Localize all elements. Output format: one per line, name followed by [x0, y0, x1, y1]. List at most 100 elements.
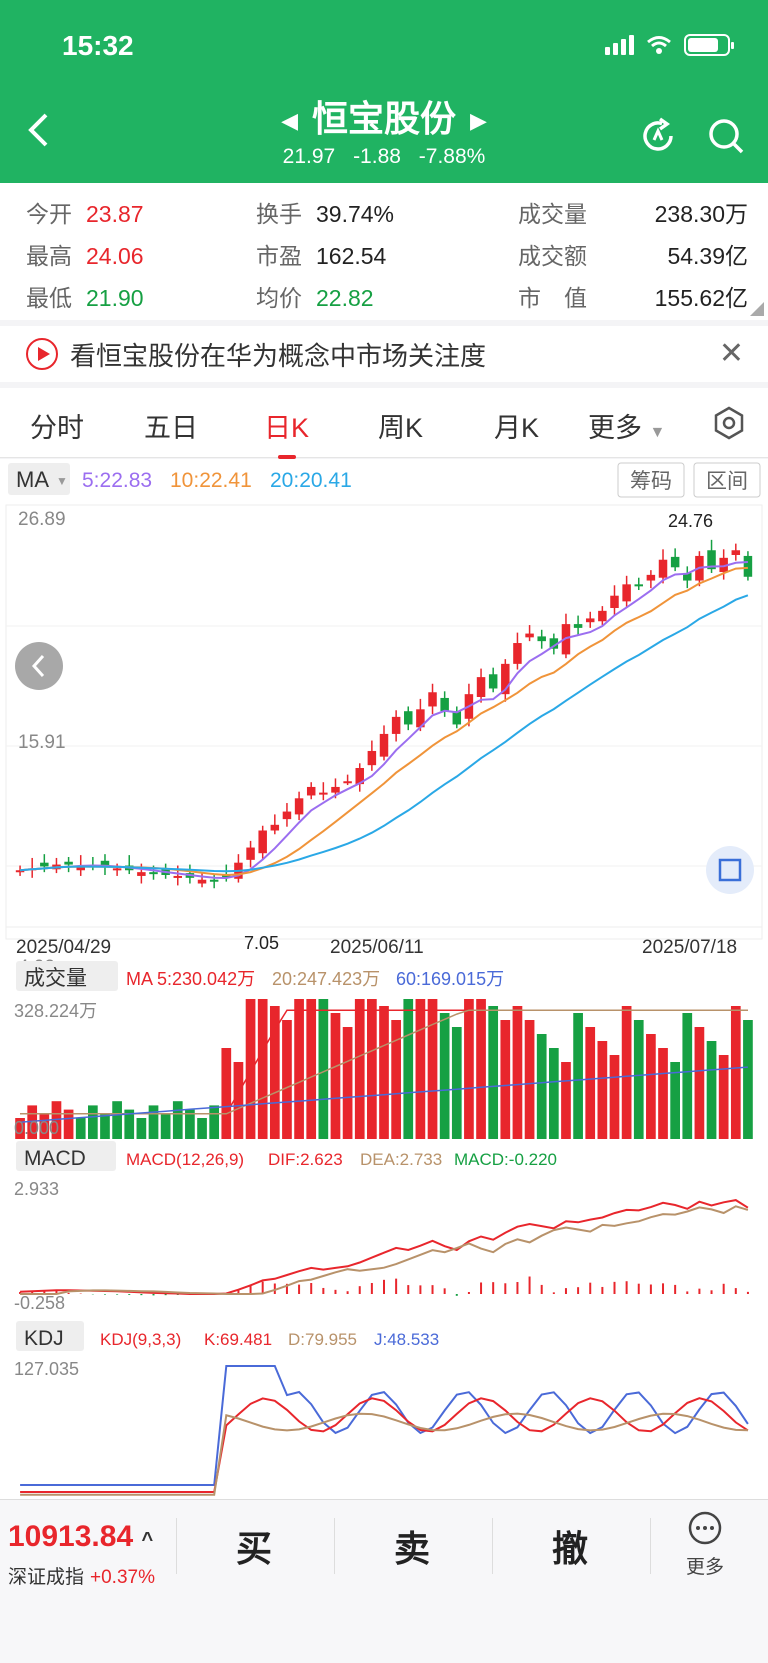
- refresh-icon[interactable]: [638, 116, 678, 156]
- macd-selector-bg[interactable]: [16, 1141, 116, 1171]
- volume-bar: [354, 999, 365, 1139]
- stat-open: 今开 23.87: [26, 201, 144, 227]
- candle-body: [258, 830, 267, 854]
- kdj-k-line: [20, 1397, 749, 1493]
- concept-banner[interactable]: 看恒宝股份在华为概念中市场关注度 ✕: [0, 326, 768, 382]
- chevron-left-icon: [31, 654, 45, 678]
- candle-body: [585, 618, 595, 623]
- volume-bar: [245, 999, 256, 1139]
- volume-bars-group: [15, 999, 753, 1139]
- volume-bar: [342, 1027, 353, 1139]
- y-label-mid: 15.91: [18, 732, 66, 753]
- status-time: 15:32: [62, 30, 134, 61]
- volume-bar: [233, 1062, 244, 1139]
- candle-body: [525, 633, 534, 638]
- stat-amount: 成交额 54.39亿: [518, 243, 748, 269]
- range-button-box[interactable]: [693, 462, 761, 498]
- tab-weekly-k[interactable]: 周K: [378, 413, 424, 443]
- kdj-selector-bg[interactable]: [16, 1321, 84, 1351]
- chart-area: MA ▼ 5:22.83 10:22.41 20:20.41 筹码 区间 26.…: [0, 459, 768, 1499]
- candle-body: [319, 792, 328, 795]
- ma-selector[interactable]: MA: [16, 467, 49, 492]
- fullscreen-button[interactable]: [706, 846, 754, 894]
- range-button[interactable]: 区间: [706, 470, 748, 493]
- annot-high: 24.76: [668, 511, 713, 531]
- volume-bar: [124, 1109, 135, 1139]
- candle-body: [428, 692, 437, 707]
- chips-button-box[interactable]: [617, 462, 685, 498]
- volume-bar: [330, 1013, 341, 1139]
- kline-chart[interactable]: MA ▼ 5:22.83 10:22.41 20:20.41 筹码 区间 26.…: [0, 459, 768, 1499]
- chart-prev-button[interactable]: [15, 642, 63, 690]
- sell-button[interactable]: 卖: [394, 1528, 431, 1569]
- volume-bar: [63, 1109, 74, 1139]
- volume-bar: [524, 1020, 535, 1139]
- candle-body: [683, 572, 692, 581]
- candle-body: [670, 556, 680, 568]
- dea-line: [20, 1205, 749, 1295]
- volume-bar: [221, 1048, 232, 1139]
- macd-label[interactable]: MACD: [24, 1147, 86, 1170]
- expand-corner-icon[interactable]: [750, 302, 764, 316]
- candle-body: [731, 550, 741, 555]
- tab-daily-k[interactable]: 日K: [264, 406, 309, 459]
- search-icon[interactable]: [706, 116, 746, 156]
- volume-selector-bg[interactable]: [16, 961, 118, 991]
- volume-label[interactable]: 成交量: [24, 967, 87, 990]
- volume-bar: [257, 999, 268, 1139]
- volume-bar: [209, 1105, 220, 1139]
- candle-body: [476, 677, 486, 697]
- tab-five-day[interactable]: 五日: [144, 413, 198, 443]
- tab-monthly-k[interactable]: 月K: [494, 413, 540, 443]
- candle-body: [658, 559, 668, 578]
- buy-button[interactable]: 买: [236, 1528, 273, 1569]
- volume-bar: [391, 1020, 401, 1139]
- more-button[interactable]: 更多: [686, 1510, 724, 1579]
- wifi-icon: [647, 36, 671, 54]
- index-name[interactable]: 深证成指 +0.37%: [8, 1567, 155, 1588]
- ma-selector-bg[interactable]: [8, 463, 70, 495]
- macd-dea: DEA:2.733: [360, 1150, 442, 1169]
- candle-body: [513, 643, 522, 664]
- candle-body: [488, 674, 498, 689]
- macd-params: MACD(12,26,9): [126, 1150, 244, 1169]
- chips-button[interactable]: 筹码: [630, 470, 672, 493]
- volume-bar: [573, 1013, 583, 1139]
- candle-body: [622, 584, 631, 602]
- volume-bar: [269, 1006, 280, 1139]
- stat-avg: 均价 22.82: [256, 285, 374, 311]
- volume-bar: [488, 1006, 499, 1139]
- ma10-value: 10:22.41: [170, 469, 252, 492]
- volume-bar: [160, 1113, 171, 1139]
- candle-body: [282, 811, 292, 820]
- prev-stock-button[interactable]: ◀: [281, 108, 298, 134]
- vol-ma20: 20:247.423万: [272, 969, 380, 989]
- kdj-j-line: [20, 1365, 749, 1486]
- next-stock-button[interactable]: ▶: [470, 108, 487, 134]
- volume-bar: [548, 1048, 559, 1139]
- candle-body: [246, 847, 255, 860]
- ma5-line: [20, 561, 748, 880]
- volume-bar: [427, 999, 438, 1139]
- price-row: 21.97 -1.88 -7.88%: [0, 145, 768, 169]
- kdj-y-top: 127.035: [14, 1359, 79, 1379]
- close-icon[interactable]: ✕: [718, 337, 744, 370]
- volume-bar: [112, 1101, 122, 1139]
- cancel-order-button[interactable]: 撤: [552, 1528, 589, 1569]
- candle-body: [15, 870, 25, 873]
- tab-intraday[interactable]: 分时: [30, 413, 84, 443]
- back-button[interactable]: [26, 112, 50, 158]
- divider: [334, 1518, 335, 1574]
- volume-bar: [282, 1020, 292, 1139]
- tab-more[interactable]: 更多 ▼: [588, 413, 666, 443]
- kdj-label[interactable]: KDJ: [24, 1327, 64, 1350]
- index-value[interactable]: 10913.84 ^: [8, 1520, 154, 1553]
- y-label-top: 26.89: [18, 509, 66, 530]
- stat-pe: 市盈 162.54: [256, 243, 387, 269]
- kdj-j: J:48.533: [374, 1330, 439, 1349]
- volume-bar: [464, 999, 474, 1139]
- settings-icon[interactable]: [712, 406, 746, 440]
- volume-bar: [536, 1034, 547, 1139]
- candle-body: [100, 860, 110, 868]
- stat-market-cap: 市 值 155.62亿: [518, 285, 748, 311]
